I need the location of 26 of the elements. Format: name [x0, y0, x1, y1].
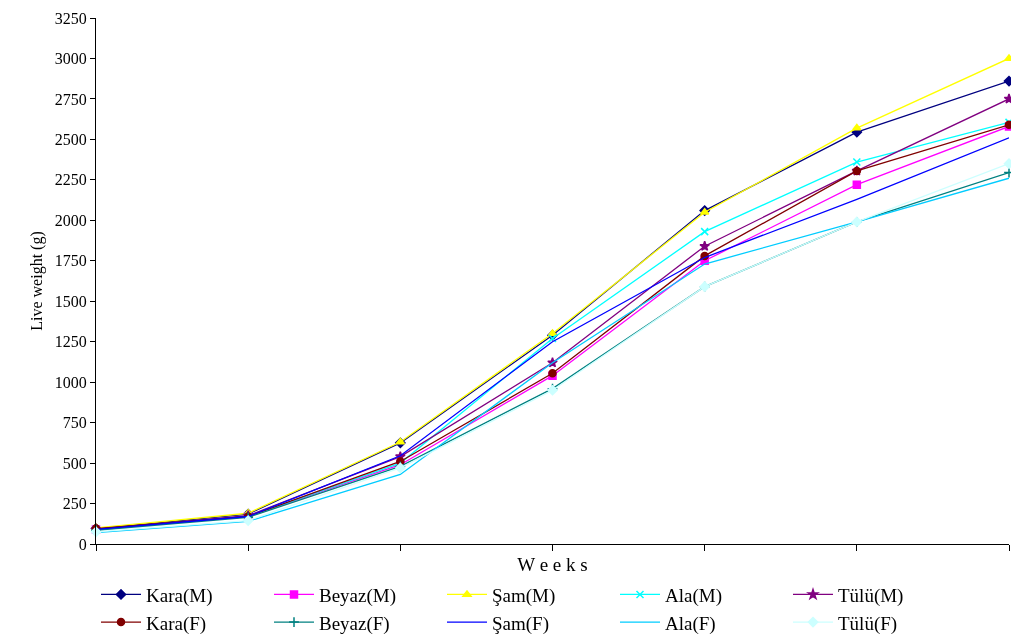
- y-tick-label: 1500: [54, 292, 87, 310]
- y-tick-label: 1000: [54, 373, 87, 391]
- y-tick-label: 3250: [54, 9, 87, 27]
- y-tick-label: 500: [62, 454, 87, 472]
- y-tick-label: 2750: [54, 90, 87, 108]
- legend-label: Ala(F): [665, 612, 716, 635]
- legend-label: Beyaz(M): [319, 584, 397, 607]
- y-tick-label: 1750: [54, 252, 87, 270]
- legend-label: Kara(M): [146, 584, 213, 607]
- legend-label: Tülü(M): [838, 584, 904, 607]
- legend-label: Tülü(F): [838, 612, 898, 635]
- y-tick-label: 750: [62, 414, 87, 432]
- y-axis-title: Live weight (g): [27, 231, 46, 331]
- y-tick-label: 3000: [54, 50, 87, 68]
- legend-label: Şam(M): [492, 584, 556, 607]
- y-tick-label: 2500: [54, 130, 87, 148]
- y-tick-label: 1250: [54, 333, 87, 351]
- legend-label: Kara(F): [146, 612, 207, 635]
- legend-label: Şam(F): [492, 612, 549, 635]
- x-axis-title: W e e k s: [517, 554, 588, 575]
- legend-label: Ala(M): [665, 584, 722, 607]
- y-tick-label: 0: [78, 535, 87, 553]
- y-tick-label: 2250: [54, 171, 87, 189]
- legend-label: Beyaz(F): [319, 612, 390, 635]
- y-tick-label: 2000: [54, 211, 87, 229]
- y-tick-label: 250: [62, 495, 87, 513]
